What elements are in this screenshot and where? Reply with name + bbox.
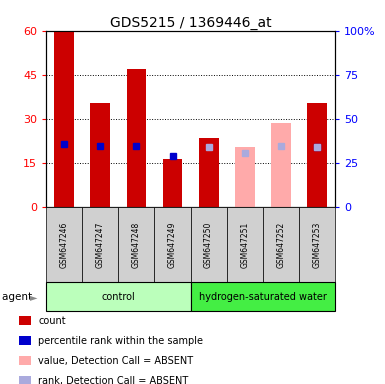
Text: count: count xyxy=(38,316,66,326)
Bar xyxy=(307,103,327,207)
Text: GSM647253: GSM647253 xyxy=(312,222,321,268)
Text: hydrogen-saturated water: hydrogen-saturated water xyxy=(199,291,327,302)
Text: control: control xyxy=(102,291,135,302)
Text: GSM647252: GSM647252 xyxy=(276,222,285,268)
Text: percentile rank within the sample: percentile rank within the sample xyxy=(38,336,204,346)
Text: GSM647249: GSM647249 xyxy=(168,222,177,268)
Text: ►: ► xyxy=(30,291,37,302)
Bar xyxy=(127,69,146,207)
Text: GSM647251: GSM647251 xyxy=(240,222,249,268)
Bar xyxy=(162,159,182,207)
Bar xyxy=(235,147,254,207)
Text: GSM647246: GSM647246 xyxy=(60,222,69,268)
Text: rank, Detection Call = ABSENT: rank, Detection Call = ABSENT xyxy=(38,376,189,384)
Text: GSM647248: GSM647248 xyxy=(132,222,141,268)
Text: GSM647247: GSM647247 xyxy=(96,222,105,268)
Bar xyxy=(90,103,110,207)
Title: GDS5215 / 1369446_at: GDS5215 / 1369446_at xyxy=(110,16,271,30)
Text: value, Detection Call = ABSENT: value, Detection Call = ABSENT xyxy=(38,356,194,366)
Bar xyxy=(54,32,74,207)
Text: agent: agent xyxy=(2,291,35,302)
Text: GSM647250: GSM647250 xyxy=(204,222,213,268)
Bar xyxy=(271,123,291,207)
Bar xyxy=(199,138,219,207)
